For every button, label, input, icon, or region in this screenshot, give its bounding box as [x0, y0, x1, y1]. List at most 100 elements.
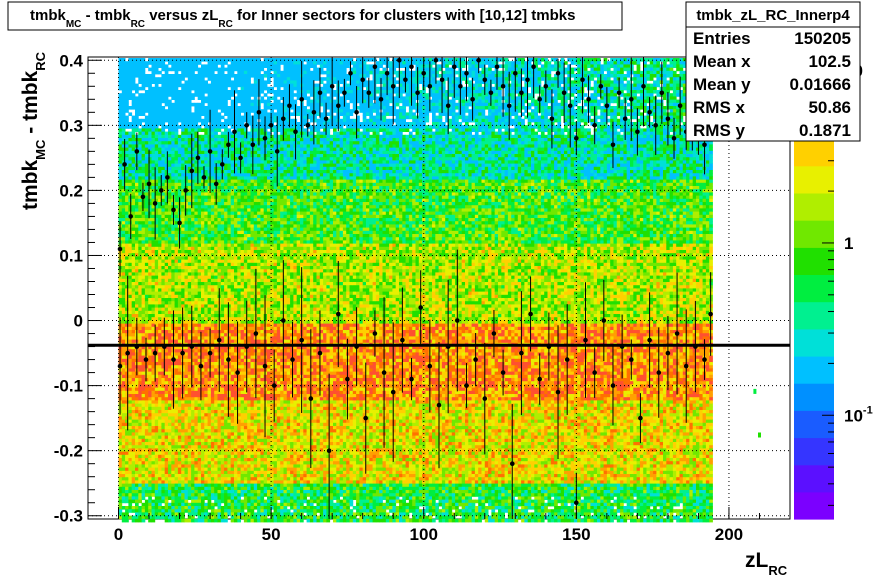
heatmap-cell — [181, 483, 185, 488]
heatmap-cell — [197, 445, 202, 449]
heatmap-cell — [125, 435, 129, 440]
heatmap-cell — [217, 262, 222, 267]
heatmap-cell — [141, 413, 146, 417]
heatmap-cell — [151, 371, 156, 376]
heatmap-cell — [224, 301, 228, 305]
heatmap-cell — [161, 93, 166, 97]
heatmap-cell — [164, 384, 169, 388]
heatmap-cell — [187, 61, 192, 65]
heatmap-cell — [171, 445, 175, 449]
heatmap-cell — [121, 134, 126, 139]
heatmap-cell — [201, 208, 205, 212]
heatmap-cell — [207, 227, 212, 232]
heatmap-cell — [158, 118, 162, 123]
heatmap-cell — [131, 416, 136, 420]
heatmap-cell — [184, 93, 189, 97]
heatmap-cell — [161, 406, 166, 411]
heatmap-cell — [184, 317, 189, 321]
heatmap-cell — [151, 451, 156, 456]
heatmap-cell — [125, 477, 129, 481]
heatmap-cell — [187, 80, 192, 84]
heatmap-cell — [168, 298, 172, 302]
heatmap-cell — [210, 397, 215, 401]
heatmap-cell — [191, 458, 195, 462]
heatmap-cell — [168, 179, 172, 184]
heatmap-cell — [184, 144, 189, 148]
heatmap-cell — [138, 243, 142, 248]
heatmap-cell — [204, 208, 208, 212]
heatmap-cell — [168, 387, 172, 392]
heatmap-cell — [164, 394, 169, 398]
heatmap-cell — [184, 413, 189, 417]
heatmap-cell — [184, 122, 189, 126]
heatmap-cell — [138, 470, 142, 475]
heatmap-cell — [187, 387, 192, 392]
heatmap-cell — [164, 224, 169, 228]
heatmap-cell — [131, 61, 136, 65]
heatmap-cell — [187, 422, 192, 427]
heatmap-cell — [204, 397, 208, 401]
heatmap-cell — [148, 474, 152, 478]
heatmap-cell — [158, 291, 162, 296]
heatmap-cell — [201, 339, 205, 344]
heatmap-cell — [158, 445, 162, 449]
heatmap-cell — [141, 198, 146, 203]
heatmap-cell — [164, 99, 169, 104]
heatmap-cell — [181, 518, 185, 523]
heatmap-cell — [220, 77, 225, 81]
heatmap-cell — [168, 160, 172, 164]
heatmap-cell — [220, 131, 225, 136]
heatmap-cell — [121, 464, 126, 468]
heatmap-cell — [204, 163, 208, 168]
heatmap-cell — [164, 387, 169, 392]
heatmap-cell — [154, 483, 159, 488]
heatmap-cell — [217, 157, 222, 161]
heatmap-cell — [171, 160, 175, 164]
heatmap-cell — [154, 157, 159, 161]
heatmap-cell — [125, 326, 129, 331]
heatmap-cell — [125, 307, 129, 312]
heatmap-cell — [177, 416, 182, 420]
heatmap-cell — [207, 490, 212, 494]
heatmap-cell — [194, 198, 199, 203]
heatmap-cell — [201, 86, 205, 91]
heatmap-cell — [131, 339, 136, 344]
heatmap-cell — [141, 294, 146, 299]
heatmap-cell — [128, 499, 133, 504]
heatmap-cell — [121, 374, 126, 379]
heatmap-cell — [125, 157, 129, 161]
heatmap-cell — [187, 314, 192, 318]
heatmap-cell — [207, 310, 212, 315]
heatmap-cell — [168, 99, 172, 104]
heatmap-cell — [131, 173, 136, 177]
heatmap-cell — [177, 189, 182, 193]
heatmap-cell — [230, 211, 235, 216]
heatmap-cell — [197, 186, 202, 190]
heatmap-cell — [187, 256, 192, 260]
heatmap-cell — [220, 221, 225, 225]
heatmap-cell — [151, 237, 156, 241]
heatmap-cell — [197, 438, 202, 443]
heatmap-cell — [177, 387, 182, 392]
heatmap-cell — [207, 493, 212, 497]
heatmap-cell — [138, 118, 142, 123]
heatmap-cell — [144, 250, 149, 254]
heatmap-cell — [187, 477, 192, 481]
heatmap-cell — [217, 467, 222, 472]
heatmap-cell — [210, 368, 215, 372]
heatmap-cell — [184, 339, 189, 344]
heatmap-cell — [210, 259, 215, 264]
heatmap-cell — [131, 237, 136, 241]
heatmap-cell — [230, 61, 235, 65]
heatmap-cell — [207, 106, 212, 110]
heatmap-cell — [164, 214, 169, 219]
heatmap-cell — [135, 506, 139, 510]
heatmap-cell — [154, 61, 159, 65]
heatmap-cell — [125, 106, 129, 110]
heatmap-cell — [187, 118, 192, 123]
heatmap-cell — [177, 432, 182, 436]
heatmap-cell — [230, 173, 235, 177]
heatmap-cell — [171, 262, 175, 267]
heatmap-cell — [177, 144, 182, 148]
heatmap-cell — [227, 106, 232, 110]
